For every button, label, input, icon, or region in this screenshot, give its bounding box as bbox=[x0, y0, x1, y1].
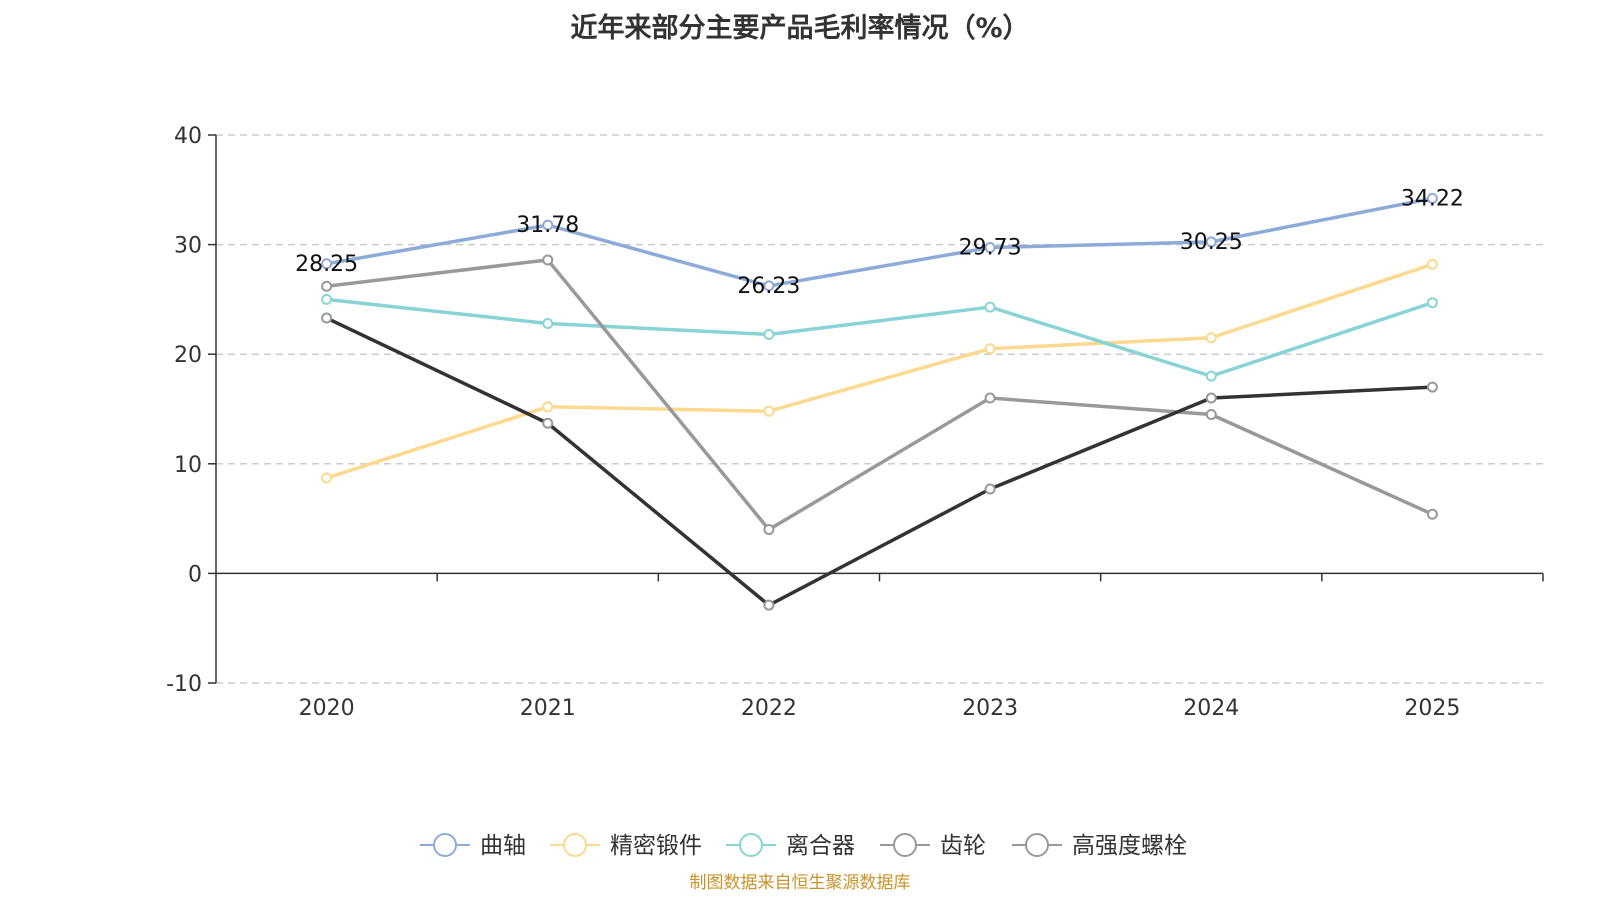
legend-label: 齿轮 bbox=[940, 833, 986, 859]
data-point bbox=[1205, 392, 1217, 404]
data-point bbox=[1426, 508, 1438, 520]
y-tick-label: 0 bbox=[188, 562, 202, 587]
data-point bbox=[984, 392, 996, 404]
data-point bbox=[763, 405, 775, 417]
x-tick-label: 2022 bbox=[741, 696, 797, 721]
data-point bbox=[321, 312, 333, 324]
data-point bbox=[321, 472, 333, 484]
y-tick-label: 10 bbox=[174, 453, 202, 478]
data-point bbox=[763, 524, 775, 536]
x-tick-label: 2020 bbox=[299, 696, 355, 721]
data-label: 31.78 bbox=[516, 213, 579, 238]
x-tick-label: 2025 bbox=[1404, 696, 1460, 721]
legend-swatch-marker bbox=[563, 833, 587, 857]
data-point bbox=[542, 401, 554, 413]
y-tick-label: 20 bbox=[174, 343, 202, 368]
y-tick-label: 40 bbox=[174, 124, 202, 149]
data-label: 34.22 bbox=[1401, 186, 1464, 211]
data-labels: 28.25 31.78 26.23 29.73 30.25 34.22 bbox=[295, 186, 1464, 299]
y-tick-label: -10 bbox=[166, 672, 202, 697]
series-line-2 bbox=[326, 297, 1433, 378]
data-point bbox=[1205, 236, 1217, 248]
series-lines bbox=[321, 192, 1438, 611]
data-point bbox=[542, 318, 554, 330]
legend-item[interactable]: 曲轴 bbox=[420, 833, 526, 859]
x-tick-label: 2021 bbox=[520, 696, 576, 721]
legend-swatch-marker bbox=[1025, 833, 1049, 857]
legend-label: 离合器 bbox=[786, 833, 855, 859]
data-point bbox=[1426, 258, 1438, 270]
series-line-3 bbox=[326, 258, 1434, 532]
legend-swatch-marker bbox=[433, 833, 457, 857]
data-point bbox=[1426, 381, 1438, 393]
legend-swatch-marker bbox=[893, 833, 917, 857]
legend: 曲轴 精密锻件 离合器 齿轮 高强度螺栓 bbox=[420, 833, 1187, 859]
y-tick-label: 30 bbox=[174, 234, 202, 259]
legend-item[interactable]: 高强度螺栓 bbox=[1012, 833, 1187, 859]
series-line-1 bbox=[326, 262, 1433, 480]
data-point bbox=[763, 280, 775, 292]
legend-label: 精密锻件 bbox=[610, 833, 702, 859]
data-point bbox=[1205, 370, 1217, 382]
legend-swatch-marker bbox=[739, 833, 763, 857]
data-point bbox=[984, 301, 996, 313]
data-point bbox=[763, 328, 775, 340]
legend-item[interactable]: 齿轮 bbox=[880, 833, 986, 859]
data-label: 26.23 bbox=[737, 274, 800, 299]
data-point bbox=[1426, 192, 1438, 204]
source-note: 制图数据来自恒生聚源数据库 bbox=[689, 873, 911, 893]
chart-title: 近年来部分主要产品毛利率情况（%） bbox=[570, 13, 1030, 44]
data-label: 30.25 bbox=[1180, 230, 1243, 255]
data-point bbox=[542, 417, 554, 429]
data-point bbox=[1205, 332, 1217, 344]
data-point bbox=[542, 254, 554, 266]
legend-item[interactable]: 精密锻件 bbox=[550, 833, 702, 859]
data-label: 29.73 bbox=[959, 236, 1022, 261]
data-point bbox=[984, 483, 996, 495]
data-point bbox=[984, 343, 996, 355]
data-point bbox=[984, 242, 996, 254]
data-point bbox=[321, 280, 333, 292]
data-point bbox=[542, 219, 554, 231]
legend-item[interactable]: 离合器 bbox=[726, 833, 855, 859]
x-tick-label: 2023 bbox=[962, 696, 1018, 721]
data-point bbox=[763, 599, 775, 611]
series-line-4 bbox=[325, 316, 1433, 607]
data-point bbox=[321, 293, 333, 305]
data-point bbox=[1426, 297, 1438, 309]
data-label: 28.25 bbox=[295, 252, 358, 277]
legend-label: 曲轴 bbox=[480, 833, 526, 859]
data-point bbox=[1205, 408, 1217, 420]
x-tick-label: 2024 bbox=[1183, 696, 1239, 721]
series-line-0 bbox=[326, 196, 1433, 288]
legend-label: 高强度螺栓 bbox=[1072, 833, 1187, 859]
axes: -10 0 10 20 30 40 2020 2021 2022 2023 2024 2025 bbox=[166, 124, 1544, 721]
data-point bbox=[321, 258, 333, 270]
